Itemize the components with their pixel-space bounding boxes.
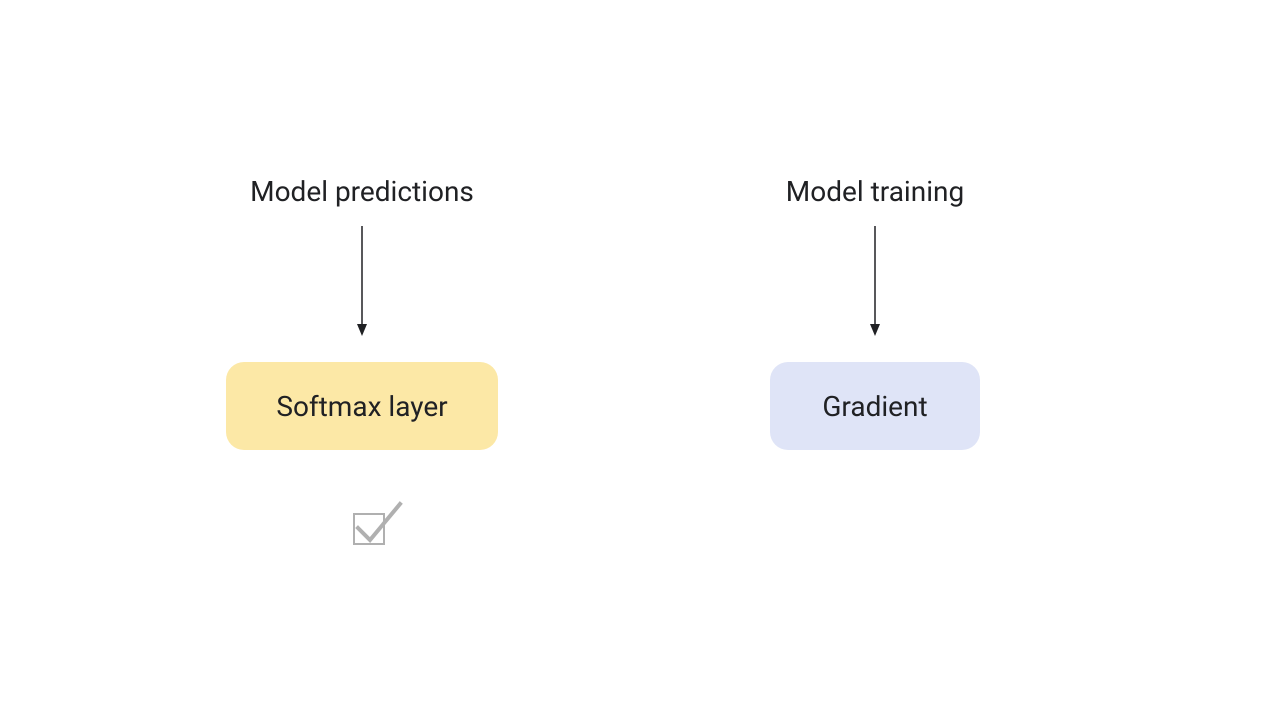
right-column: Model training Gradient <box>770 175 980 450</box>
arrow-down-icon <box>352 226 372 338</box>
gradient-box: Gradient <box>770 362 980 450</box>
checkmark-icon <box>348 498 406 554</box>
right-label: Model training <box>786 175 964 208</box>
left-column: Model predictions Softmax layer <box>226 175 498 450</box>
left-label: Model predictions <box>250 175 474 208</box>
diagram-root: Model predictions Softmax layer Model tr… <box>0 0 1280 720</box>
softmax-box: Softmax layer <box>226 362 498 450</box>
arrow-down-icon <box>865 226 885 338</box>
softmax-box-label: Softmax layer <box>276 390 447 423</box>
gradient-box-label: Gradient <box>822 390 927 423</box>
